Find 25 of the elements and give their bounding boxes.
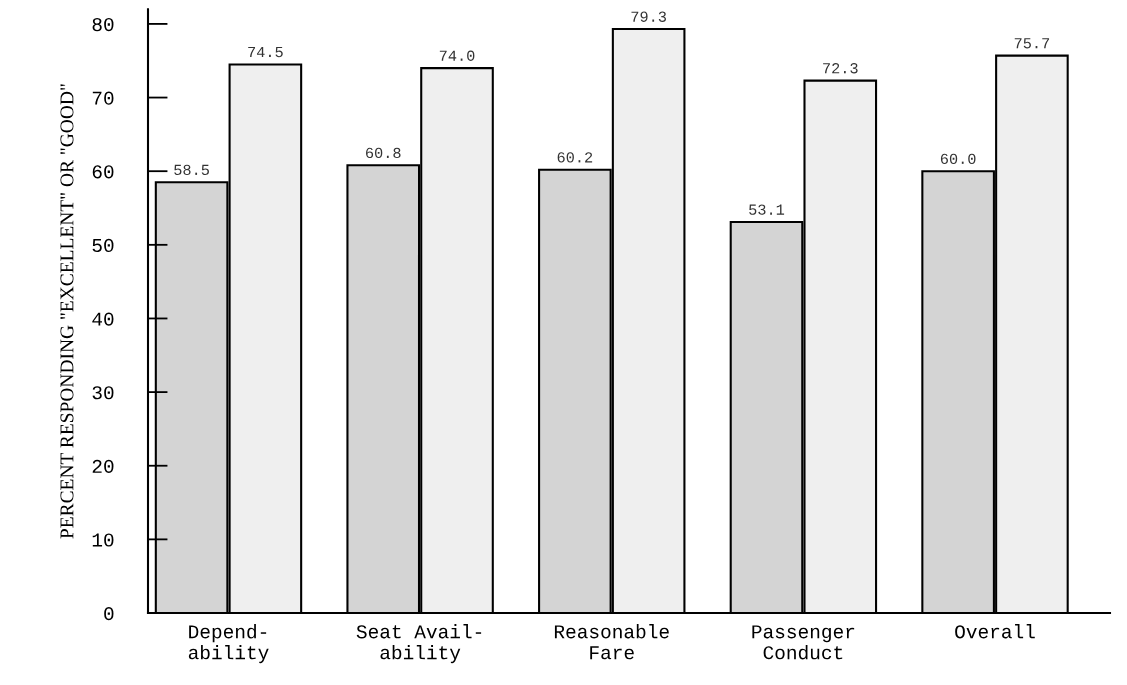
y-tick-label: 80 [92, 17, 114, 32]
data-label: 60.2 [557, 152, 593, 163]
x-tick-label: Seat Avail- ability [356, 624, 482, 664]
y-tick-label: 40 [92, 312, 114, 326]
data-label: 60.8 [366, 147, 401, 159]
x-tick-label: Passenger Conduct [752, 625, 855, 660]
y-tick-label: 0 [104, 607, 114, 621]
data-label: 60.0 [940, 153, 976, 165]
data-label: 79.3 [631, 11, 667, 22]
y-tick-label: 10 [92, 533, 114, 547]
data-label: 75.7 [1014, 38, 1050, 49]
x-tick-label: Overall [955, 624, 1035, 639]
data-label: 72.3 [823, 63, 858, 74]
y-tick-label: 60 [92, 165, 114, 179]
y-tick-label: 20 [92, 459, 114, 473]
y-tick-label: 70 [92, 91, 114, 105]
x-tick-label: Reasonable Fare [554, 624, 669, 660]
y-tick-label: 50 [92, 238, 114, 253]
y-axis-title: PERCENT RESPONDING "EXCELLENT" OR "GOOD" [60, 84, 74, 539]
y-tick-label: 30 [92, 386, 114, 400]
x-tick-label: Depend- ability [188, 624, 269, 664]
data-label: 53.1 [749, 204, 785, 215]
data-label: 58.5 [174, 164, 209, 176]
data-label: 74.5 [248, 47, 283, 58]
data-label: 74.0 [439, 50, 475, 61]
